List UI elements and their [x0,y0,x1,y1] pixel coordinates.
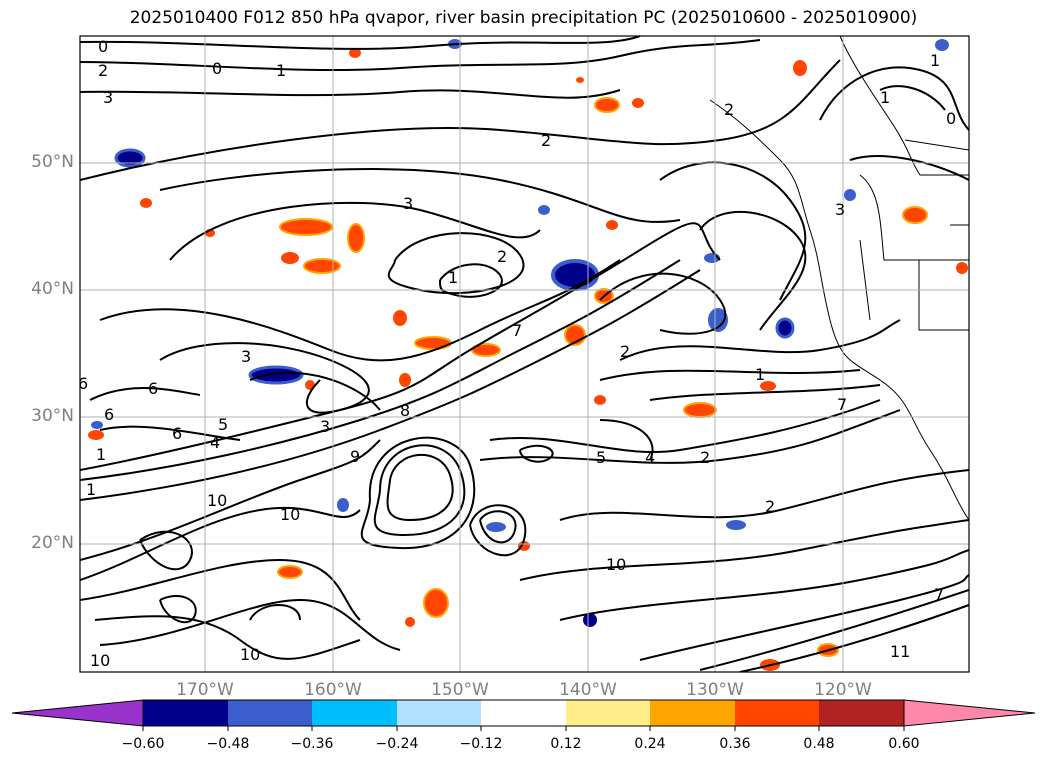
moisture-contours [80,36,969,672]
contour-label: 4 [645,448,655,467]
contour-value-labels: 0 2 3 0 1 3 1 2 2 3 3 6 6 6 6 5 4 1 1 10… [78,37,956,670]
colorbar-tick-label: −0.24 [375,736,419,752]
contour-label: 2 [98,61,108,80]
lat-label-40n: 40°N [31,279,74,299]
colorbar-segment [650,700,735,726]
lon-label-150w: 150°W [431,680,489,700]
colorbar-tick-label: 0.60 [888,736,920,752]
colorbar-tick-label: 0.48 [803,736,835,752]
contour-label: 1 [755,365,765,384]
colorbar-extend-right [903,699,1036,727]
colorbar-segment [228,700,312,726]
contour-label: 7 [934,585,944,604]
contour-label: 6 [172,424,182,443]
contour-label: 3 [241,347,251,366]
contour-label: 1 [930,51,940,70]
contour-label: 2 [724,100,734,119]
contour-label: 3 [103,88,113,107]
contour-label: 1 [448,268,458,287]
contour-label: 5 [596,448,606,467]
colorbar [11,699,1036,731]
map-frame [79,35,970,673]
lon-label-140w: 140°W [559,680,617,700]
colorbar-tick-label: 0.12 [550,736,582,752]
contour-label: 6 [148,379,158,398]
contour-label: 6 [104,405,114,424]
contour-label: 8 [400,401,410,420]
colorbar-tick-label: −0.60 [121,736,165,752]
contour-label: 7 [512,321,522,340]
lat-label-20n: 20°N [31,533,74,553]
contour-label: 6 [78,374,88,393]
coastlines [709,36,969,521]
contour-label: 5 [218,415,228,434]
contour-label: 0 [98,37,108,56]
colorbar-segment [397,700,481,726]
colorbar-tick-label: −0.48 [206,736,250,752]
colorbar-segment [143,700,228,726]
contour-label: 1 [880,88,890,107]
contour-label: 10 [606,555,626,574]
contour-label: 3 [403,194,413,213]
contour-label: 4 [210,433,220,452]
lon-label-130w: 130°W [686,680,744,700]
colorbar-segment [735,700,819,726]
lon-label-120w: 120°W [814,680,872,700]
contour-label: 10 [240,645,260,664]
contour-label: 2 [765,497,775,516]
contour-label: 10 [207,491,227,510]
contour-label: 1 [96,445,106,464]
contour-label: 2 [700,448,710,467]
contour-label: 0 [946,109,956,128]
lon-label-170w: 170°W [176,680,234,700]
contour-label: 1 [86,480,96,499]
lat-label-30n: 30°N [31,406,74,426]
contour-label: 3 [835,200,845,219]
lon-label-160w: 160°W [304,680,362,700]
colorbar-tick-label: 0.36 [719,736,751,752]
contour-label: 2 [620,342,630,361]
contour-label: 11 [890,642,910,661]
contour-label: 10 [280,505,300,524]
contour-label: 3 [320,417,330,436]
map-title: 2025010400 F012 850 hPa qvapor, river ba… [129,8,918,28]
contour-label: 9 [350,447,360,466]
contour-label: 0 [212,59,222,78]
precip-shading [88,39,968,671]
contour-label: 10 [90,651,110,670]
colorbar-tick-label: 0.24 [634,736,666,752]
contour-label: 2 [541,131,551,150]
colorbar-extend-left [11,699,144,727]
contour-label: 2 [497,247,507,266]
graticule [80,36,969,672]
colorbar-segment [819,700,904,726]
lat-label-50n: 50°N [31,152,74,172]
colorbar-tick-label: −0.12 [459,736,503,752]
colorbar-tick-label: −0.36 [290,736,334,752]
colorbar-segment [481,700,566,726]
contour-label: 1 [276,61,286,80]
contour-label: 7 [837,395,847,414]
colorbar-segment [566,700,650,726]
colorbar-segment [312,700,397,726]
